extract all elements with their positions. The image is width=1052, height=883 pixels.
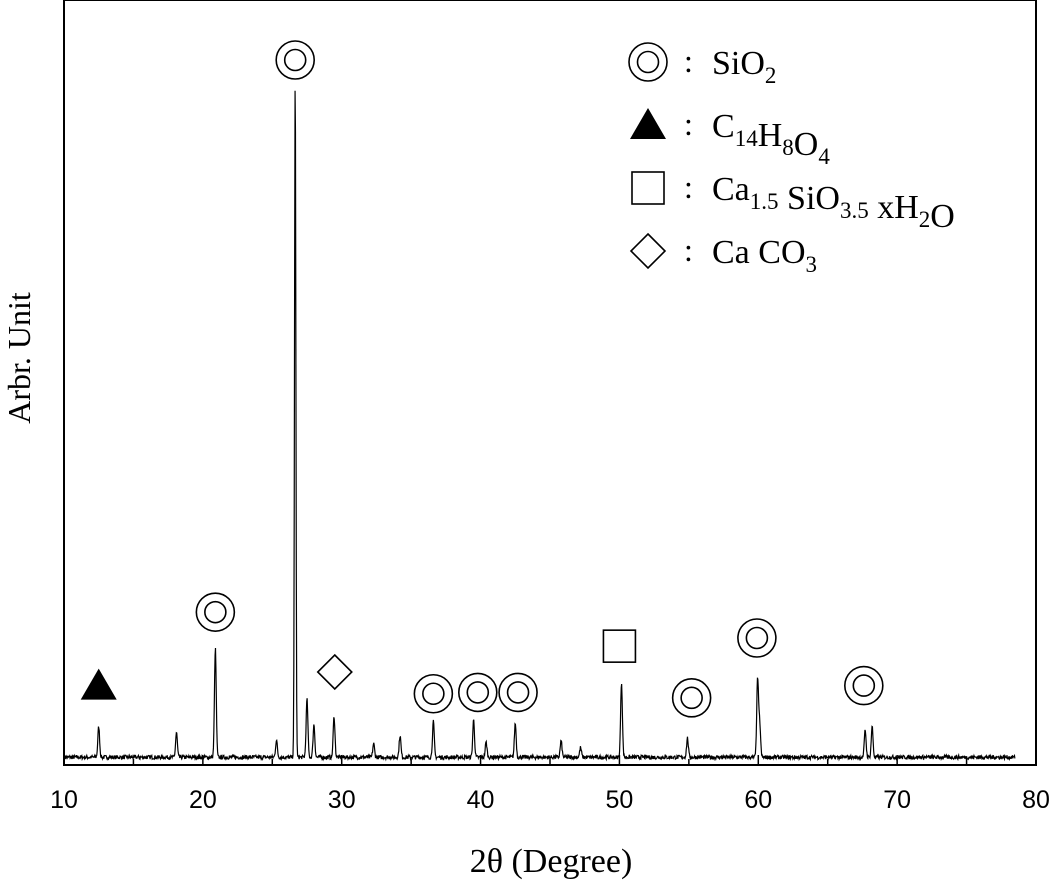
open-square-marker	[631, 171, 665, 205]
x-tick-label: 40	[467, 786, 495, 814]
legend-entry: : SiO2	[628, 42, 776, 88]
open-diamond-marker	[629, 232, 667, 270]
x-axis-ticks	[63, 755, 1037, 765]
double-circle-marker	[628, 42, 668, 82]
double-circle-marker	[498, 672, 538, 713]
x-tick-label: 60	[744, 786, 772, 814]
double-circle-marker	[671, 678, 712, 718]
double-circle-marker	[737, 618, 777, 658]
legend-entry: : C14H8O4	[630, 106, 830, 169]
x-tick-label: 80	[1022, 786, 1050, 814]
legend-separator: :	[684, 232, 693, 268]
y-axis-label: Arbr. Unit	[1, 292, 37, 424]
x-tick-label: 70	[883, 786, 911, 814]
plot-frame	[63, 0, 1037, 766]
x-axis-label: 2θ (Degree)	[470, 843, 633, 880]
legend-label: SiO2	[712, 45, 776, 88]
peak-annotations	[80, 40, 884, 718]
x-axis-tick-labels: 10 20 30 40 50 60 70 80	[50, 786, 1050, 814]
double-circle-marker	[413, 673, 454, 714]
legend-separator: :	[684, 169, 693, 205]
double-circle-marker	[195, 592, 236, 632]
double-circle-marker	[844, 665, 884, 706]
open-diamond-marker	[316, 653, 353, 691]
diffraction-pattern-line	[64, 90, 1016, 762]
legend-entry: : Ca CO3	[629, 232, 817, 277]
filled-triangle-marker	[80, 668, 117, 700]
legend: : SiO2: C14H8O4: Ca1.5 SiO3.5 xH2O: Ca CO3	[628, 42, 955, 277]
legend-separator: :	[684, 43, 693, 79]
legend-label: Ca1.5 SiO3.5 xH2O	[712, 171, 955, 235]
legend-entry: : Ca1.5 SiO3.5 xH2O	[631, 169, 955, 235]
open-square-marker	[602, 629, 637, 663]
x-tick-label: 50	[606, 786, 634, 814]
double-circle-marker	[275, 40, 315, 80]
x-tick-label: 10	[50, 786, 78, 814]
double-circle-marker	[457, 672, 498, 713]
legend-separator: :	[684, 106, 693, 142]
filled-triangle-marker	[630, 108, 666, 139]
legend-label: Ca CO3	[712, 234, 817, 277]
legend-label: C14H8O4	[712, 108, 830, 169]
x-tick-label: 20	[189, 786, 217, 814]
x-tick-label: 30	[328, 786, 356, 814]
